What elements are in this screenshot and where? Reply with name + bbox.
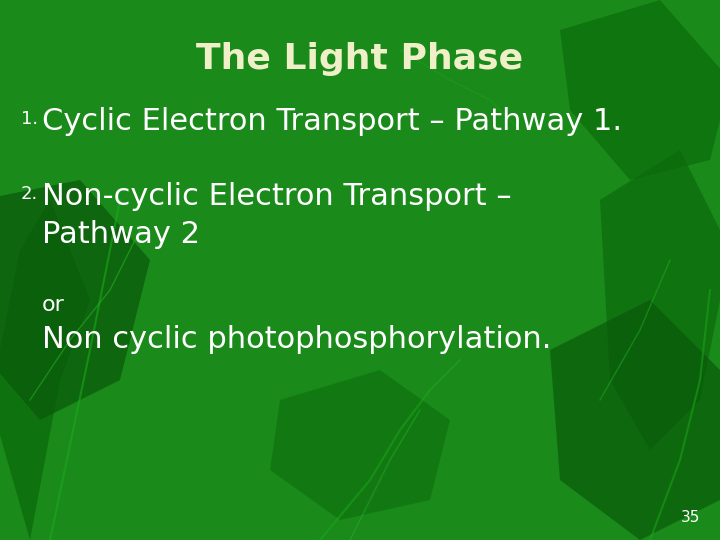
Polygon shape	[270, 370, 450, 520]
Text: 1.: 1.	[21, 110, 38, 128]
Text: Pathway 2: Pathway 2	[42, 220, 200, 249]
Text: Non-cyclic Electron Transport –: Non-cyclic Electron Transport –	[42, 182, 512, 211]
Polygon shape	[600, 150, 720, 450]
Text: or: or	[42, 295, 65, 315]
Polygon shape	[0, 180, 150, 420]
Text: The Light Phase: The Light Phase	[197, 42, 523, 76]
Text: 2.: 2.	[21, 185, 38, 203]
Text: Non cyclic photophosphorylation.: Non cyclic photophosphorylation.	[42, 325, 552, 354]
Polygon shape	[560, 0, 720, 180]
Polygon shape	[0, 200, 90, 540]
Polygon shape	[550, 300, 720, 540]
Text: 35: 35	[680, 510, 700, 525]
Text: Cyclic Electron Transport – Pathway 1.: Cyclic Electron Transport – Pathway 1.	[42, 107, 622, 136]
